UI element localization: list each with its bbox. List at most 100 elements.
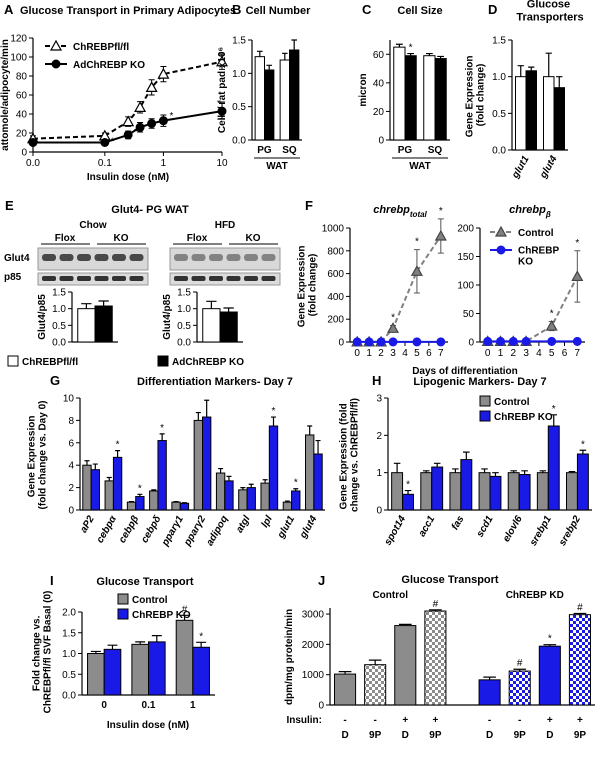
significance-mark: *	[294, 478, 298, 489]
marker	[572, 336, 582, 346]
legend-label[interactable]: AdChREBP KO	[172, 357, 244, 368]
y-tick-label: 2	[68, 483, 74, 494]
panel-letter: H	[372, 373, 381, 388]
error-bar	[270, 416, 276, 426]
panel-letter: I	[50, 573, 54, 588]
x-tick-label: 3	[523, 348, 529, 359]
y-tick-label: 1.5	[177, 288, 191, 299]
marker	[494, 225, 508, 237]
y-tick-label: 0	[378, 136, 384, 147]
y-tick-label: 2000	[302, 640, 325, 651]
blot-band	[209, 254, 223, 261]
y-axis-label: Cells/ fat pad x10⁶	[217, 47, 228, 133]
y-tick-label: 0.0	[62, 691, 76, 702]
legend-label[interactable]: ChREBPfl/fl	[22, 357, 78, 368]
blot-band	[226, 276, 241, 281]
y-tick-label: 1.5	[232, 36, 246, 47]
legend-label[interactable]: ChREBP KO	[518, 246, 562, 268]
y-tick-label: 8	[68, 416, 74, 427]
y-tick-label: 0.5	[62, 670, 76, 681]
y-tick-label: 2.0	[62, 608, 76, 619]
x-tick-label: 0	[354, 348, 360, 359]
blot-title: Glut4- PG WAT	[111, 204, 189, 216]
error-bar	[545, 52, 552, 77]
insulin-sign: +	[432, 715, 438, 726]
marker	[571, 270, 584, 282]
insulin-sign: +	[402, 715, 408, 726]
y-tick-label: 60	[16, 91, 28, 102]
marker	[147, 119, 157, 128]
legend-label[interactable]: AdChREBP KO	[73, 60, 145, 71]
x-tick-label: PG	[398, 145, 413, 156]
legend-swatch	[117, 608, 129, 620]
marker	[158, 116, 168, 126]
bar	[224, 480, 234, 511]
insulin-sign: +	[547, 715, 553, 726]
significance-mark: *	[272, 406, 276, 417]
y-tick-label: 80	[16, 72, 28, 83]
y-axis-label: Glut4/p85	[162, 294, 173, 340]
chart-title: Glucose Transporters	[516, 0, 583, 24]
chart-title-text: Glucose Transport	[96, 576, 194, 588]
y-tick-label: 100	[457, 281, 474, 292]
error-bar	[568, 470, 576, 473]
chart-title-text: chrebp	[373, 204, 410, 216]
legend-swatch	[7, 355, 19, 367]
y-tick-label: 0.0	[232, 136, 246, 147]
blot-protein: Glut4	[4, 253, 30, 264]
y-axis-label: dpm/mg protein/min	[284, 609, 295, 705]
blot-band	[174, 276, 188, 281]
x-tick-label: 0.1	[98, 158, 112, 169]
significance-mark: *	[550, 308, 554, 319]
y-tick-label: 50	[463, 309, 475, 320]
error-bar	[257, 50, 263, 57]
error-bar	[151, 635, 162, 642]
legend-label[interactable]: ChREBP KO	[132, 610, 191, 621]
error-bar	[492, 472, 499, 477]
significance-mark: *	[138, 483, 142, 494]
bar	[423, 55, 436, 141]
error-bar	[433, 462, 441, 468]
legend-label[interactable]: Control	[494, 397, 530, 408]
x-tick-label: 9P	[429, 730, 442, 741]
error-bar	[159, 433, 165, 441]
y-tick-label: 0	[468, 338, 474, 349]
chart-title-text: Cell Number	[246, 5, 312, 17]
y-tick-label: 0.0	[177, 338, 191, 349]
bar	[179, 502, 190, 511]
significance-mark: *	[406, 480, 410, 491]
bar	[518, 474, 531, 511]
marker	[436, 337, 446, 347]
x-tick-label: 7	[438, 348, 444, 359]
y-axis-label: Gene Expression (fold change)	[297, 243, 319, 327]
marker	[545, 319, 558, 331]
chart-title-text: Glucose Transport	[401, 574, 499, 586]
legend-swatch	[157, 355, 169, 367]
legend-label[interactable]: ChREBP KO	[494, 412, 553, 423]
x-tick-label: 0	[485, 348, 491, 359]
significance-mark: #	[433, 599, 439, 610]
marker	[122, 115, 135, 127]
blot-band	[244, 276, 258, 281]
y-axis-label: Glut4/p85	[37, 294, 48, 340]
error-bar	[452, 468, 459, 473]
error-bar	[129, 501, 135, 503]
bar	[260, 482, 270, 511]
bar	[131, 643, 149, 696]
y-tick-label: 6	[68, 438, 74, 449]
x-tick-label: SQ	[428, 145, 443, 156]
bar	[566, 472, 578, 511]
error-bar	[92, 463, 98, 470]
significance-mark: *	[575, 238, 579, 249]
legend-label[interactable]: Control	[518, 228, 554, 239]
legend-label[interactable]: ChREBPfl/fl	[73, 42, 129, 53]
blot-band	[191, 254, 206, 261]
error-bar	[513, 668, 527, 672]
legend-label[interactable]: Control	[132, 595, 168, 606]
bar	[553, 87, 565, 151]
bar	[175, 619, 194, 696]
marker	[157, 67, 170, 79]
bar	[478, 472, 491, 511]
bar	[219, 311, 238, 343]
x-tick-label: 0.0	[26, 158, 40, 169]
